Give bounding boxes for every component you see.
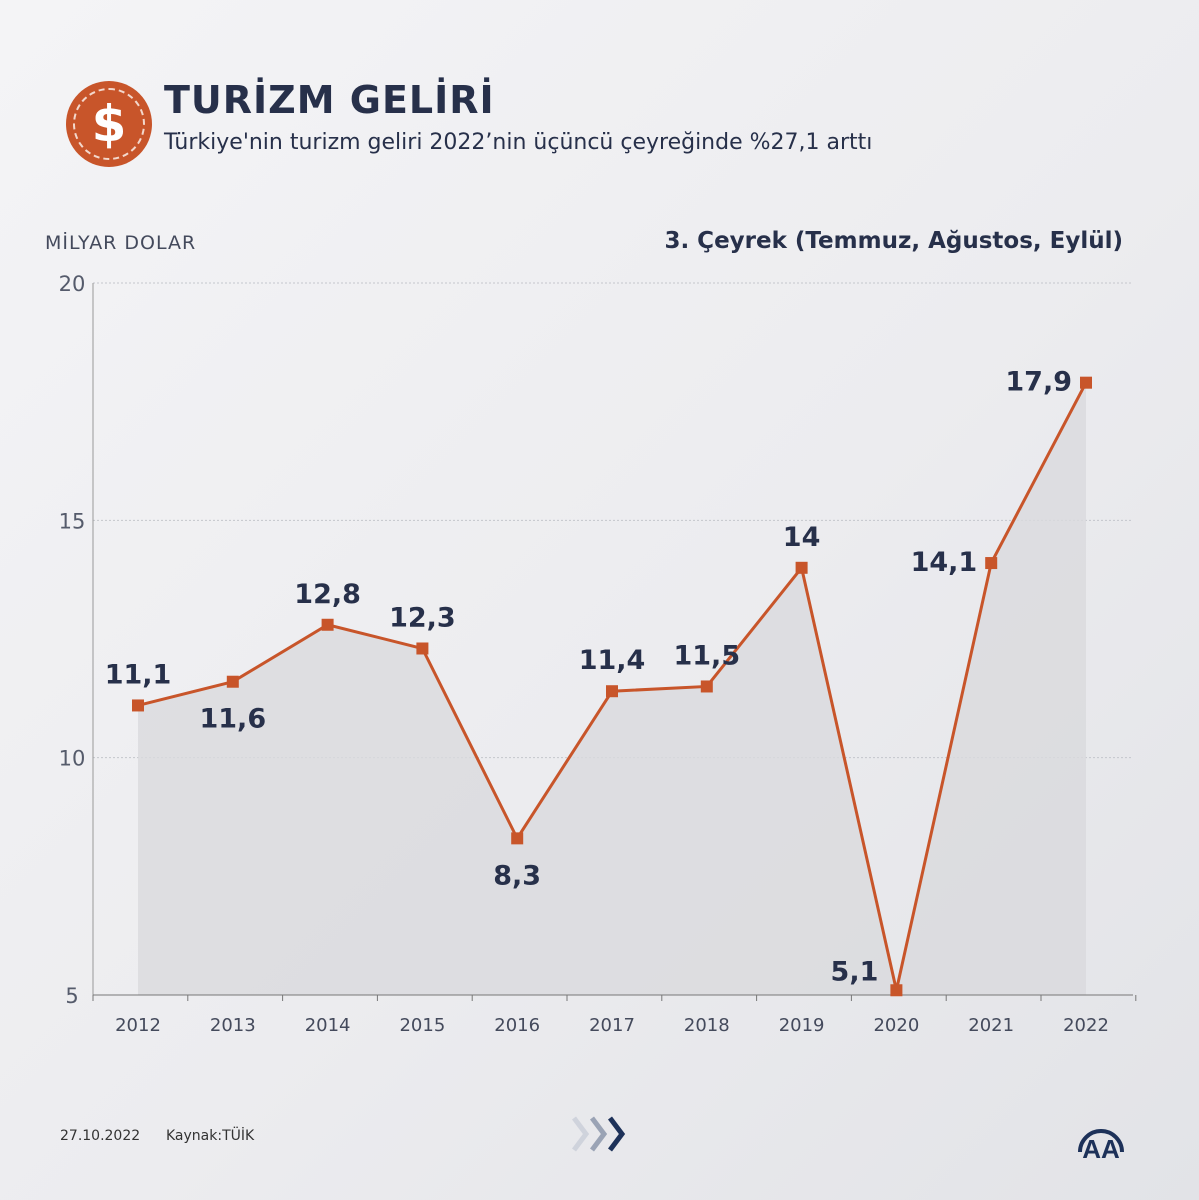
x-tick-label: 2017 xyxy=(589,1015,635,1036)
x-tick-label: 2015 xyxy=(399,1015,445,1036)
area-fill xyxy=(138,382,1086,995)
data-label: 11,4 xyxy=(579,645,646,676)
x-tick-label: 2019 xyxy=(779,1015,825,1036)
x-tick-label: 2020 xyxy=(873,1015,919,1036)
x-tick-label: 2021 xyxy=(968,1015,1014,1036)
x-tick-label: 2014 xyxy=(305,1015,351,1036)
footer-source: Kaynak:TÜİK xyxy=(166,1128,255,1144)
data-label: 11,1 xyxy=(105,659,172,690)
data-label: 12,8 xyxy=(294,579,361,610)
x-tick-label: 2022 xyxy=(1063,1015,1109,1036)
data-point xyxy=(606,685,618,698)
data-point xyxy=(985,557,998,570)
x-tick-label: 2018 xyxy=(684,1015,730,1036)
y-tick-label: 20 xyxy=(59,272,86,296)
data-label: 5,1 xyxy=(831,956,879,987)
aa-logo-icon: AA xyxy=(1078,1129,1124,1162)
x-tick-label: 2016 xyxy=(494,1015,540,1036)
data-label: 17,9 xyxy=(1005,367,1072,398)
period-note: 3. Çeyrek (Temmuz, Ağustos, Eylül) xyxy=(664,228,1123,254)
data-label: 8,3 xyxy=(493,860,541,891)
data-point xyxy=(1080,376,1092,389)
data-point xyxy=(700,680,713,693)
x-tick-label: 2012 xyxy=(115,1015,161,1036)
footer-date: 27.10.2022 xyxy=(60,1128,141,1144)
page-subtitle: Türkiye'nin turizm geliri 2022’nin üçünc… xyxy=(164,130,873,155)
data-label: 14,1 xyxy=(911,547,978,578)
y-tick-label: 10 xyxy=(59,747,86,771)
chevrons-icon xyxy=(572,1116,626,1152)
data-point xyxy=(890,984,903,997)
data-label: 11,6 xyxy=(199,704,266,735)
data-point xyxy=(795,561,808,574)
data-label: 12,3 xyxy=(389,602,456,633)
data-point xyxy=(132,699,144,712)
data-label: 11,5 xyxy=(673,640,740,671)
y-tick-label: 15 xyxy=(59,509,86,533)
svg-text:AA: AA xyxy=(1082,1134,1120,1162)
dollar-coin-icon: $ xyxy=(66,81,152,167)
y-tick-label: 5 xyxy=(65,984,78,1008)
x-tick-label: 2013 xyxy=(210,1015,256,1036)
data-label: 14 xyxy=(783,522,821,553)
data-point xyxy=(226,675,239,688)
y-axis-label: MİLYAR DOLAR xyxy=(45,232,197,254)
data-point xyxy=(321,618,334,631)
data-point xyxy=(511,832,524,845)
page-title: TURİZM GELİRİ xyxy=(164,78,495,122)
data-point xyxy=(416,642,429,655)
